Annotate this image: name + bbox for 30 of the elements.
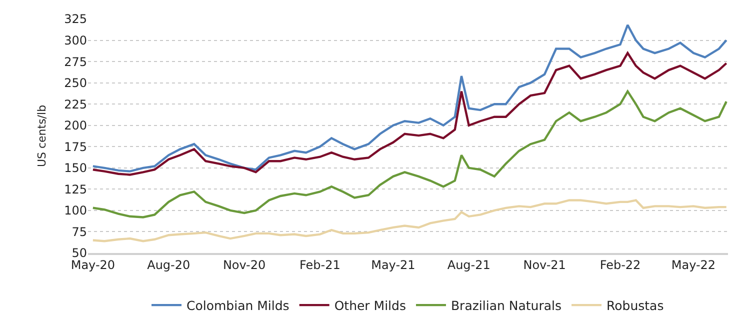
x-tick-label: Aug-21 [447, 258, 490, 272]
y-tick-label: 150 [64, 161, 87, 176]
y-axis-title: US cents/lb [36, 104, 49, 168]
x-tick-label: May-20 [70, 258, 116, 272]
legend-label: Colombian Milds [186, 298, 290, 313]
x-tick-label: Feb-22 [600, 258, 641, 272]
x-tick-label: Aug-20 [147, 258, 190, 272]
x-tick-label: May-22 [671, 258, 716, 272]
y-tick-label: 50 [72, 246, 87, 260]
y-tick-label: 75 [72, 224, 87, 239]
y-tick-label: 250 [64, 76, 87, 90]
x-tick-label: May-21 [371, 258, 416, 272]
line-series [92, 24, 728, 172]
y-tick-label: 275 [64, 54, 87, 69]
line-series [92, 90, 728, 218]
x-tick-label: Nov-21 [523, 258, 566, 272]
y-tick-label: 200 [64, 118, 87, 133]
legend-label: Brazilian Naturals [450, 298, 562, 313]
y-tick-label: 125 [64, 182, 87, 196]
y-tick-label: 325 [64, 12, 87, 26]
y-tick-label: 225 [64, 97, 87, 112]
y-tick-label: 300 [64, 33, 87, 48]
line-series [92, 52, 728, 176]
y-tick-label: 175 [64, 140, 87, 154]
legend-label: Other Milds [334, 298, 406, 313]
line-series [92, 199, 728, 242]
y-tick-label: 100 [64, 204, 87, 218]
x-tick-label: Nov-20 [222, 258, 266, 272]
x-tick-label: Feb-21 [300, 258, 340, 272]
legend-label: Robustas [606, 298, 664, 313]
